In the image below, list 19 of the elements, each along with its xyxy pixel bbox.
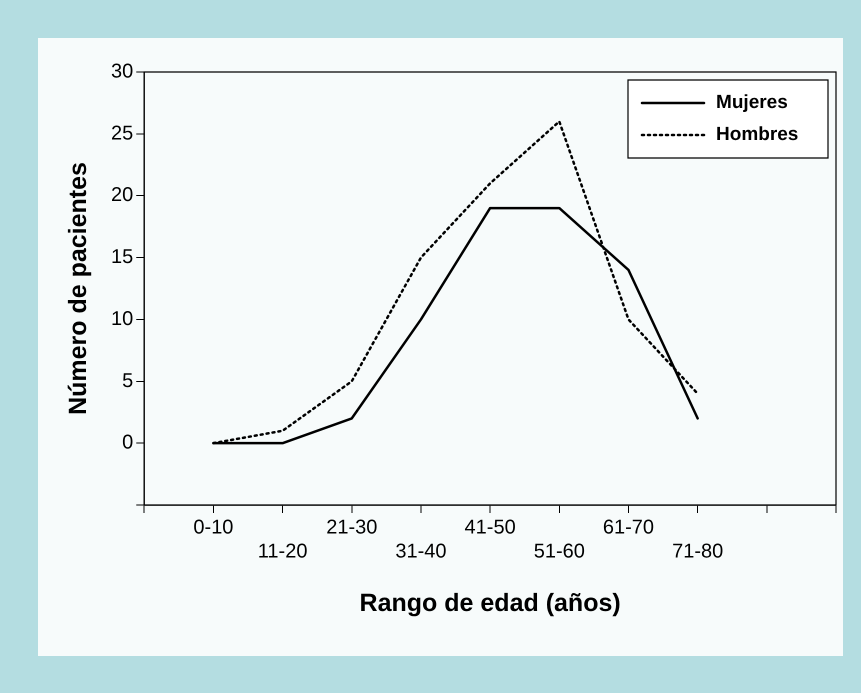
x-tick-label: 71-80: [672, 540, 724, 563]
x-tick-label: 0-10: [193, 516, 234, 539]
y-tick-label: 10: [110, 308, 134, 330]
legend-label: Hombres: [716, 124, 798, 146]
y-tick-label: 30: [110, 60, 134, 83]
x-axis-title: Rango de edad (años): [360, 588, 621, 617]
y-tick-label: 20: [110, 184, 134, 206]
y-axis-title: Número de pacientes: [64, 162, 92, 415]
y-tick-label: 25: [110, 122, 134, 144]
x-tick-label: 41-50: [464, 516, 516, 539]
y-tick-label: 15: [110, 246, 134, 268]
x-tick-label: 31-40: [395, 540, 447, 563]
x-tick-label: 51-60: [534, 540, 585, 563]
x-tick-label: 11-20: [258, 540, 308, 563]
legend-label: Mujeres: [716, 92, 788, 114]
y-tick-label: 5: [122, 370, 134, 392]
x-tick-label: 61-70: [602, 516, 654, 539]
x-tick-label: 21-30: [326, 516, 378, 539]
y-tick-label: 0: [122, 432, 134, 454]
